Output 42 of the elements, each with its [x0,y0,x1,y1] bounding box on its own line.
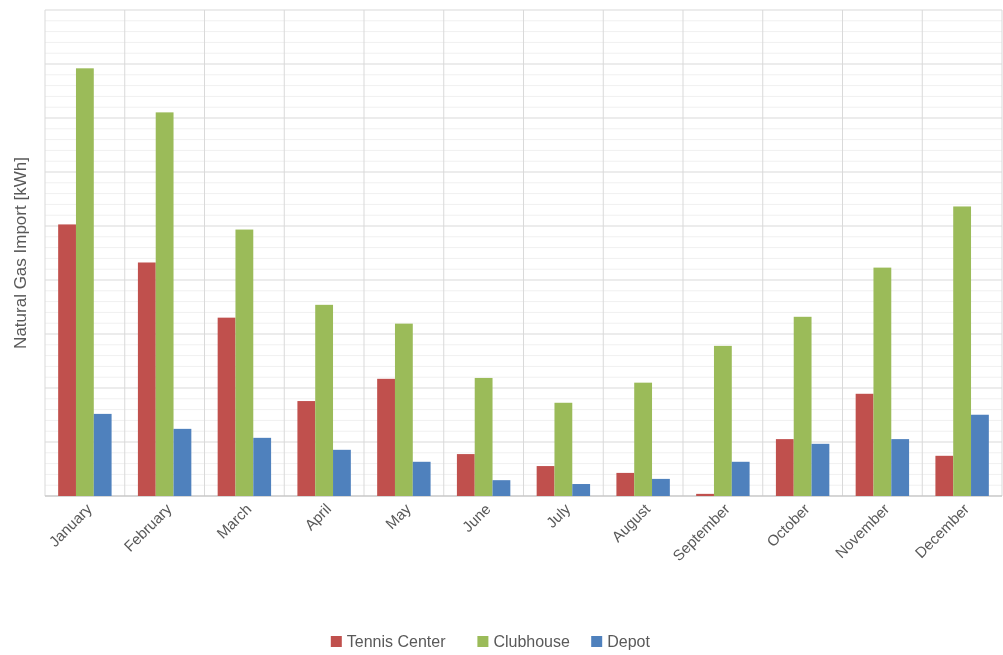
legend-label: Tennis Center [346,633,447,650]
bar [474,377,493,496]
bar [456,454,475,496]
bar [713,345,732,496]
bar [971,414,989,496]
bar [75,68,94,496]
bar [297,401,316,496]
bar [775,439,794,496]
bar [793,316,812,496]
bar [953,206,972,496]
bar [93,413,112,496]
bar [935,455,954,496]
bar [811,443,830,496]
legend-label: Clubhouse [493,633,570,650]
bar [155,112,174,496]
bar [696,493,714,496]
bar [394,323,413,496]
bar [634,382,653,496]
bar [58,224,76,496]
bar [891,439,910,496]
bar [873,267,892,496]
bar [572,484,591,496]
bar [855,393,874,496]
bar [652,478,670,496]
bar [253,437,272,496]
y-axis-title: Natural Gas Import [kWh] [11,157,30,349]
legend-label: Depot [607,633,651,650]
bar [554,402,573,496]
bar [173,428,192,496]
bar [412,461,431,496]
bar [333,449,351,496]
bar [315,304,334,496]
bar [377,378,395,496]
x-tick-label: May [381,499,415,533]
bar [492,480,511,496]
bar [235,229,254,496]
x-tick-label: July [542,499,574,531]
bar [137,262,156,496]
bar [731,461,750,496]
bar [616,472,635,496]
bar [217,317,236,496]
bar [536,466,555,496]
